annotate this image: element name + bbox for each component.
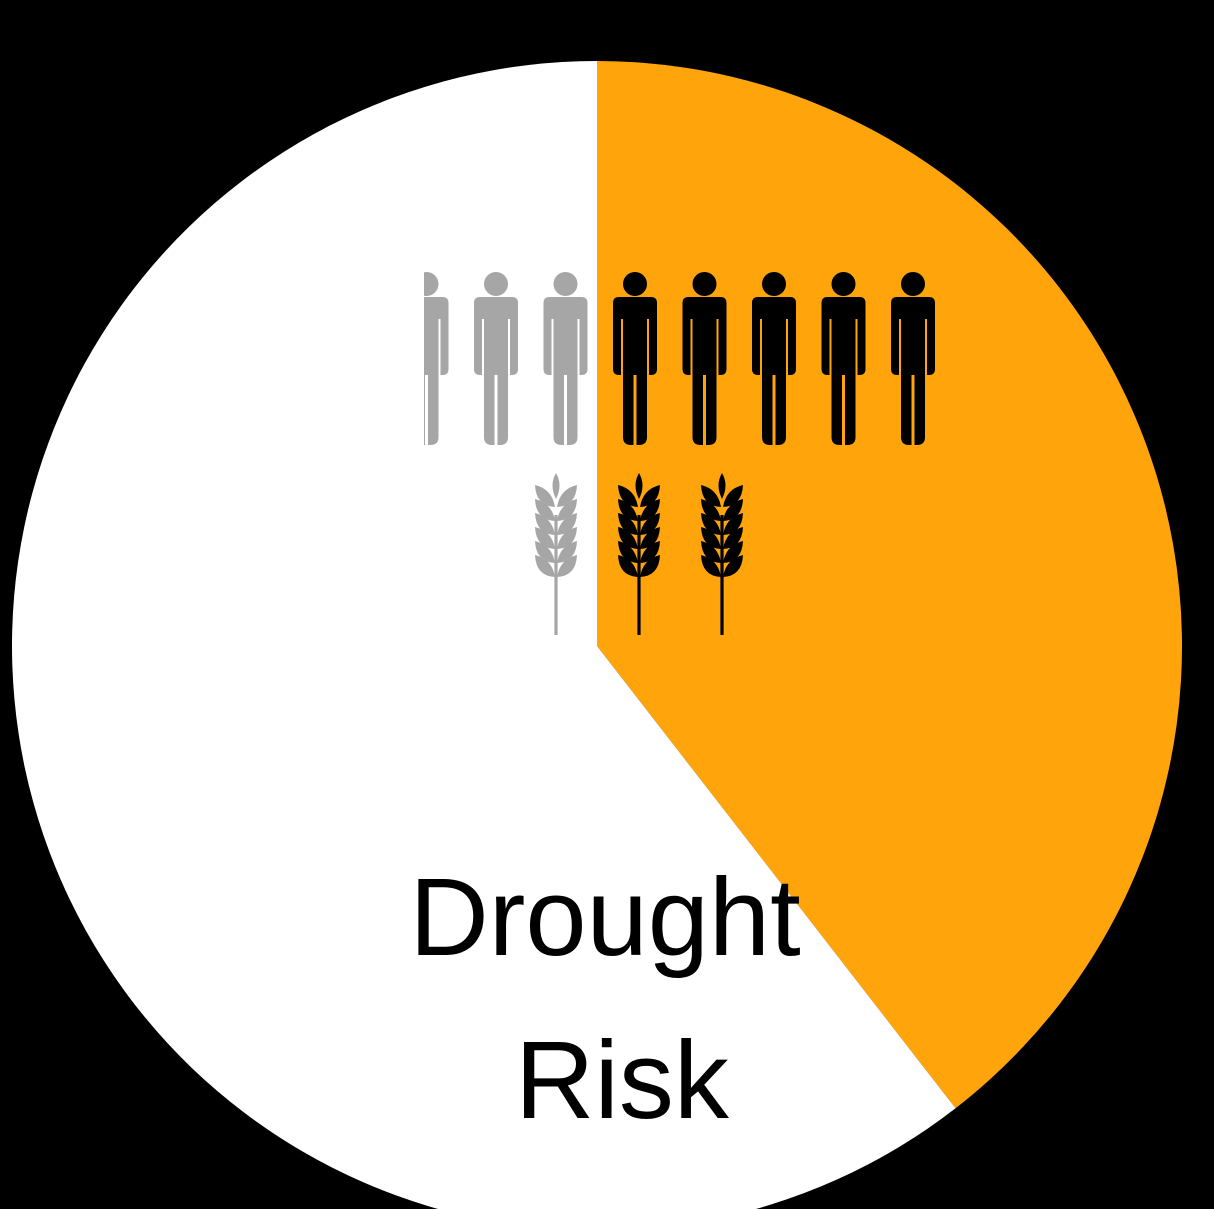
wheat-icon [535,473,577,635]
pie-slices [12,61,1182,1209]
wheat-icon [618,473,660,635]
wheat-icon-row [535,473,743,635]
pie-slice-1 [597,61,1182,1109]
chart-title-line-1: Drought [409,856,800,979]
pie-slice-2 [12,61,956,1209]
chart-title-line-2: Risk [515,1019,730,1142]
wheat-icon [701,473,743,635]
